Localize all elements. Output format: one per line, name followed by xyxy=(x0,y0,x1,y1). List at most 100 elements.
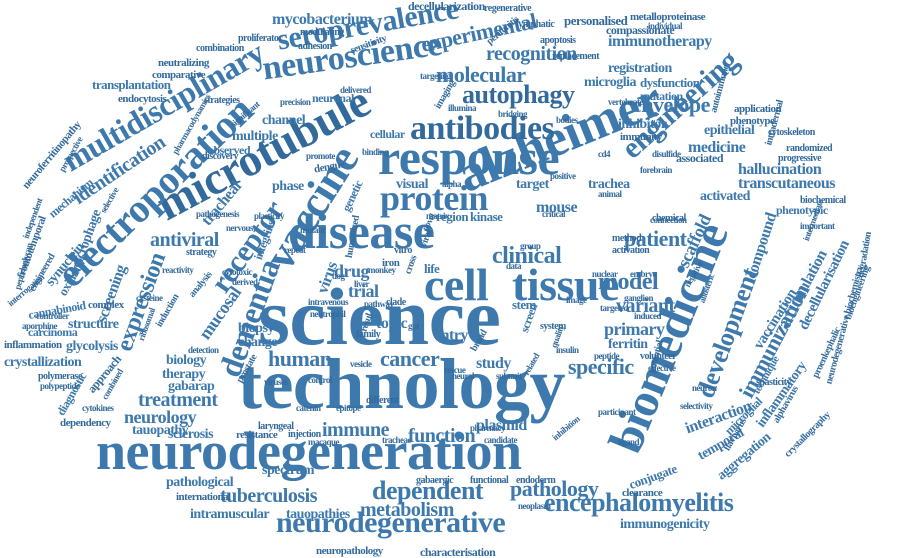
word: chemical xyxy=(652,213,686,224)
word: peptide xyxy=(594,351,620,361)
word: intravenous xyxy=(308,297,349,307)
word: compassionate xyxy=(606,23,675,37)
word: neuronal xyxy=(312,91,354,105)
word: targeting xyxy=(420,71,451,81)
word: ganglion xyxy=(624,293,654,303)
word: polypeptide xyxy=(40,381,80,391)
word: vertebrate xyxy=(608,97,643,107)
word: tuberculosis xyxy=(220,485,317,507)
word: immunotherapy xyxy=(608,33,712,50)
word: decellularization xyxy=(408,0,485,13)
word: neoplasm xyxy=(518,501,551,511)
word: alpha xyxy=(442,179,462,189)
word: dependent xyxy=(372,476,484,505)
word: combination xyxy=(196,43,244,54)
word: replacement xyxy=(552,51,600,62)
word: observed xyxy=(208,143,251,157)
word: neuropathology xyxy=(316,545,383,557)
word: cytoskeleton xyxy=(768,127,815,138)
word: rescue xyxy=(444,365,466,375)
word: neurology xyxy=(124,407,197,427)
word: pathological xyxy=(166,475,234,490)
word: cytotoxic xyxy=(222,267,252,277)
word: mycobacterium xyxy=(272,11,373,28)
word: autophagy xyxy=(462,80,575,109)
word: drug xyxy=(334,261,370,281)
word: dysfunction xyxy=(640,75,700,90)
word: ligand xyxy=(618,437,640,447)
word: cysteine xyxy=(136,293,163,303)
word: different xyxy=(366,395,399,406)
word: injection xyxy=(288,429,321,440)
word: dog xyxy=(332,271,345,281)
word: apoptosis xyxy=(540,35,576,46)
word: treatment xyxy=(138,389,218,411)
word: bodies xyxy=(556,115,578,125)
word: vesicle xyxy=(350,359,372,369)
word: clade xyxy=(386,297,406,308)
word: image xyxy=(566,295,587,305)
word: strategies xyxy=(204,95,240,106)
word: function xyxy=(408,425,476,447)
word: structure xyxy=(68,317,119,332)
word: primary xyxy=(604,319,665,339)
word: transcutaneous xyxy=(738,175,836,192)
word: science xyxy=(258,271,501,362)
word: progressive xyxy=(778,153,822,164)
word: complex xyxy=(88,299,124,311)
word: illumina xyxy=(448,103,477,113)
word: induced xyxy=(634,311,662,321)
word: pathology xyxy=(510,476,599,501)
word: associated xyxy=(676,151,724,165)
word: detection xyxy=(188,345,219,355)
word: phenotypic xyxy=(776,203,828,217)
word: biology xyxy=(166,353,207,368)
word: pathway xyxy=(364,299,394,309)
word: plasticity xyxy=(254,211,285,221)
word: nervous xyxy=(226,223,254,233)
word: cytokines xyxy=(82,403,114,413)
word: tracheae xyxy=(382,435,411,445)
word: comparative xyxy=(152,69,206,81)
word: recognition xyxy=(486,43,577,65)
word: technology xyxy=(238,344,565,424)
word: biochemical xyxy=(800,195,846,206)
word: animal xyxy=(598,189,622,199)
word: phase xyxy=(272,179,304,194)
word: crystallography xyxy=(782,409,833,460)
word: delivered xyxy=(340,85,371,95)
word: stem xyxy=(512,297,537,312)
word: disulfide xyxy=(652,149,681,159)
word: variant xyxy=(616,295,675,317)
word: protein xyxy=(380,178,488,218)
word: antiviral xyxy=(150,229,219,251)
word: plasmid xyxy=(476,417,527,434)
word: epitope xyxy=(336,403,361,413)
word: positive xyxy=(550,171,576,181)
word: discovery xyxy=(202,151,239,162)
word: pathogenesis xyxy=(196,209,240,219)
word: medicine xyxy=(688,139,746,156)
word: proliferator xyxy=(238,33,283,44)
word: target xyxy=(516,177,549,192)
word: control xyxy=(308,375,332,385)
word: biopsy xyxy=(238,321,274,336)
word: important xyxy=(800,221,835,231)
word: tauopathy xyxy=(132,423,189,438)
word: modulating xyxy=(300,27,344,38)
word: intramuscular xyxy=(190,507,270,522)
word: regenerative xyxy=(484,3,532,14)
word: strategy xyxy=(186,247,217,258)
word: tauopathies xyxy=(286,507,350,522)
word: molecular xyxy=(436,62,526,87)
word: data xyxy=(506,261,522,271)
word: inflammation xyxy=(4,339,62,351)
word: gut xyxy=(408,321,420,331)
word: mutation xyxy=(640,89,683,103)
word: immune xyxy=(322,419,390,441)
word: topic xyxy=(376,315,408,332)
word: gabaergic xyxy=(416,475,454,486)
word: matrix xyxy=(426,211,450,221)
word: mutant xyxy=(300,225,326,235)
word: laryngeal xyxy=(258,421,294,432)
